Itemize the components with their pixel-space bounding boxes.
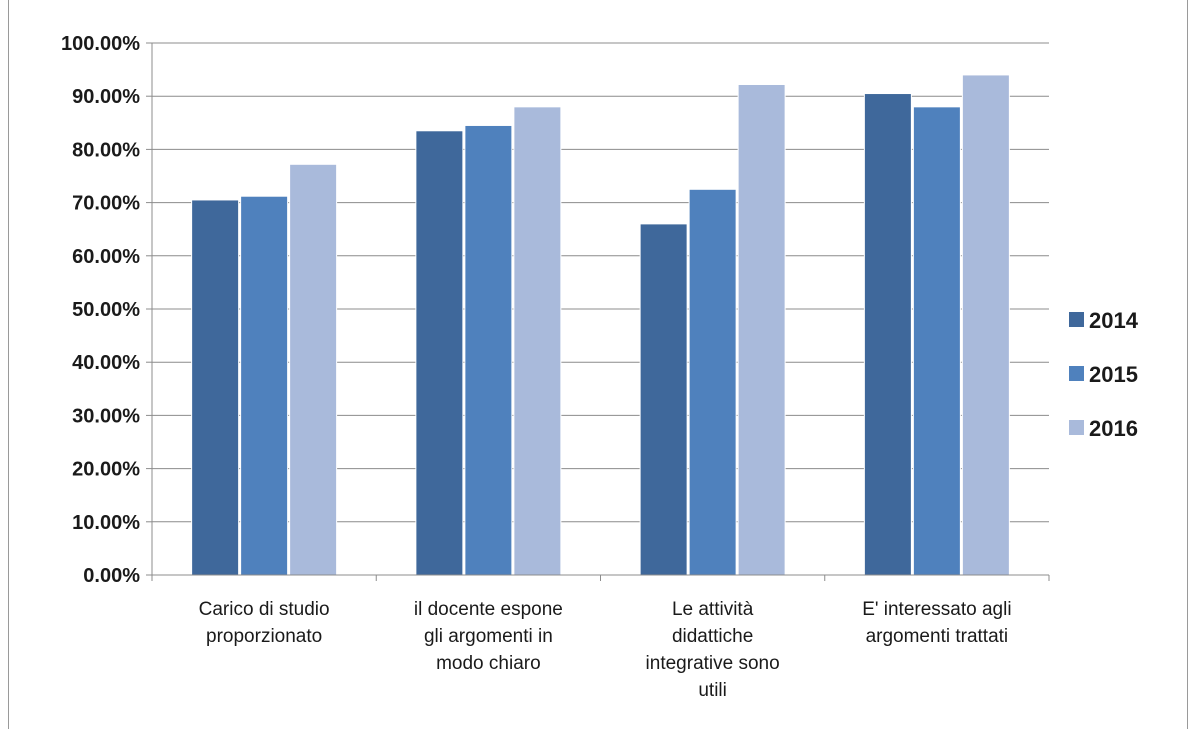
y-tick-label: 50.00% <box>72 299 140 321</box>
y-tick-label: 100.00% <box>61 33 140 55</box>
bar-2014-0 <box>191 199 240 576</box>
y-tick-label: 20.00% <box>72 459 140 481</box>
y-tick-label: 40.00% <box>72 352 140 374</box>
y-tick-label: 90.00% <box>72 86 140 108</box>
y-tick-label: 80.00% <box>72 139 140 161</box>
y-tick-label: 30.00% <box>72 405 140 427</box>
legend-label-2015: 2015 <box>1089 362 1138 387</box>
legend-swatch-2016 <box>1069 420 1084 435</box>
axes <box>146 42 1050 581</box>
x-category-labels: Carico di studio proporzionato il docente … <box>199 599 1012 701</box>
bar-2016-1 <box>513 106 562 576</box>
legend-swatch-2014 <box>1069 312 1084 327</box>
legend-swatch-2015 <box>1069 366 1084 381</box>
bar-2015-2 <box>688 188 737 576</box>
bar-2015-3 <box>912 106 961 576</box>
bar-2014-3 <box>863 93 912 576</box>
chart-frame: 0.00% 10.00% 20.00% 30.00% 40.00% 50.00% 60.00… <box>8 0 1188 729</box>
bar-2016-3 <box>961 74 1010 576</box>
x-category-label: Carico di studio proporzionato <box>199 599 330 647</box>
bar-2014-2 <box>639 223 688 576</box>
legend: 2014 2015 2016 <box>1069 308 1139 441</box>
bar-2015-1 <box>464 124 513 576</box>
x-category-label: il docente espone gli argomenti in modo ch… <box>414 599 563 674</box>
bar-2014-1 <box>415 130 464 576</box>
y-tick-label: 0.00% <box>83 565 140 587</box>
bar-2015-0 <box>240 195 289 576</box>
legend-label-2014: 2014 <box>1089 308 1139 333</box>
bars <box>191 74 1010 576</box>
x-category-label: E' interessato agli argomenti trattati <box>862 599 1011 647</box>
y-tick-label: 10.00% <box>72 512 140 534</box>
y-tick-label: 70.00% <box>72 193 140 215</box>
y-tick-labels: 0.00% 10.00% 20.00% 30.00% 40.00% 50.00% 60.00… <box>61 33 140 587</box>
bar-2016-0 <box>289 163 338 576</box>
bar-2016-2 <box>737 83 786 576</box>
x-category-label: Le attività didattiche integrative sono uti… <box>646 599 780 701</box>
y-tick-label: 60.00% <box>72 246 140 268</box>
bar-chart: 0.00% 10.00% 20.00% 30.00% 40.00% 50.00% 60.00… <box>61 33 1139 701</box>
legend-label-2016: 2016 <box>1089 416 1138 441</box>
